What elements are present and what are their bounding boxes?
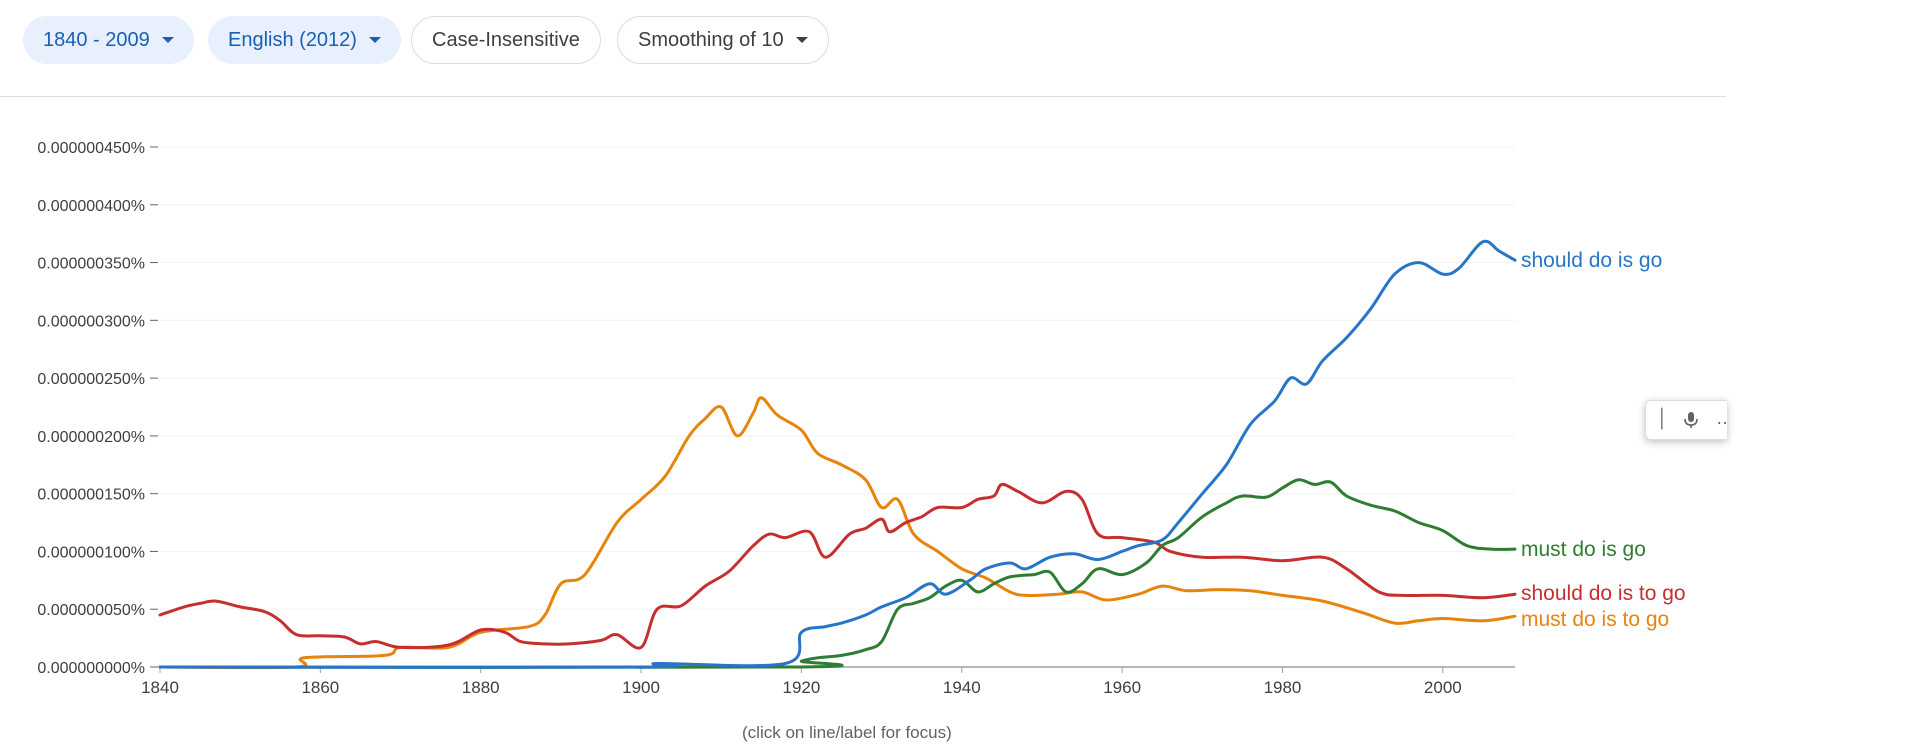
y-tick-label: 0.000000300% [37, 313, 145, 330]
grid [160, 146, 1515, 610]
hint-text: (click on line/label for focus) [742, 723, 952, 742]
case-label: Case-Insensitive [432, 28, 580, 51]
y-tick-label: 0.000000400% [37, 198, 145, 215]
chevron-down-icon [368, 37, 381, 43]
x-tick-label: 1960 [1103, 678, 1141, 697]
text-cursor-icon[interactable]: │ [1657, 408, 1669, 428]
corpus-dropdown[interactable]: English (2012) [208, 16, 401, 64]
series-label-must-do-is-to-go[interactable]: must do is to go [1521, 608, 1669, 631]
toolbar: 1840 - 2009 English (2012) Case-Insensit… [0, 0, 1726, 97]
y-tick-label: 0.000000200% [37, 429, 145, 446]
microphone-icon[interactable] [1683, 411, 1699, 429]
series-label-must-do-is-go[interactable]: must do is go [1521, 538, 1646, 561]
chevron-down-icon [795, 37, 808, 43]
series-line-must-do-is-go[interactable] [158, 478, 1517, 669]
x-tick-label: 1840 [141, 678, 179, 697]
x-tick-label: 1920 [783, 678, 821, 697]
smoothing-label: Smoothing of 10 [638, 28, 784, 51]
x-tick-label: 1940 [943, 678, 981, 697]
corpus-label: English (2012) [228, 28, 357, 51]
y-tick-label: 0.000000100% [37, 544, 145, 561]
x-tick-label: 1980 [1264, 678, 1302, 697]
year-range-label: 1840 - 2009 [43, 28, 150, 51]
x-tick-label: 2000 [1424, 678, 1462, 697]
more-icon[interactable]: … [1716, 408, 1727, 429]
series-label-should-do-is-to-go[interactable]: should do is to go [1521, 582, 1686, 605]
year-range-dropdown[interactable]: 1840 - 2009 [23, 16, 194, 64]
series-line-should-do-is-go[interactable] [158, 239, 1517, 669]
x-tick-label: 1880 [462, 678, 500, 697]
smoothing-dropdown[interactable]: Smoothing of 10 [617, 16, 829, 64]
y-tick-label: 0.000000350% [37, 256, 145, 273]
chevron-down-icon [161, 37, 174, 43]
series-label-should-do-is-go[interactable]: should do is go [1521, 249, 1662, 272]
y-axis: 0.000000000% 0.000000050% 0.000000100% 0.00… [37, 140, 158, 677]
floating-widget: │ … [1645, 400, 1727, 440]
series-line-must-do-is-to-go[interactable] [158, 396, 1517, 670]
ngram-chart: 0.000000000% 0.000000050% 0.000000100% 0.00… [37, 140, 1686, 697]
x-axis: 1840 1860 1880 1900 1920 1940 1960 1980 2000 [141, 666, 1515, 697]
x-tick-label: 1900 [622, 678, 660, 697]
y-tick-label: 0.000000050% [37, 602, 145, 619]
series-labels: should do is go must do is go should do is… [1521, 249, 1686, 631]
y-tick-label: 0.000000450% [37, 140, 145, 157]
y-tick-label: 0.000000150% [37, 487, 145, 504]
y-tick-label: 0.000000250% [37, 371, 145, 388]
x-tick-label: 1860 [301, 678, 339, 697]
case-toggle[interactable]: Case-Insensitive [411, 16, 601, 64]
series-line-should-do-is-to-go[interactable] [158, 482, 1517, 650]
y-tick-label: 0.000000000% [37, 660, 145, 677]
series-lines [158, 239, 1517, 670]
